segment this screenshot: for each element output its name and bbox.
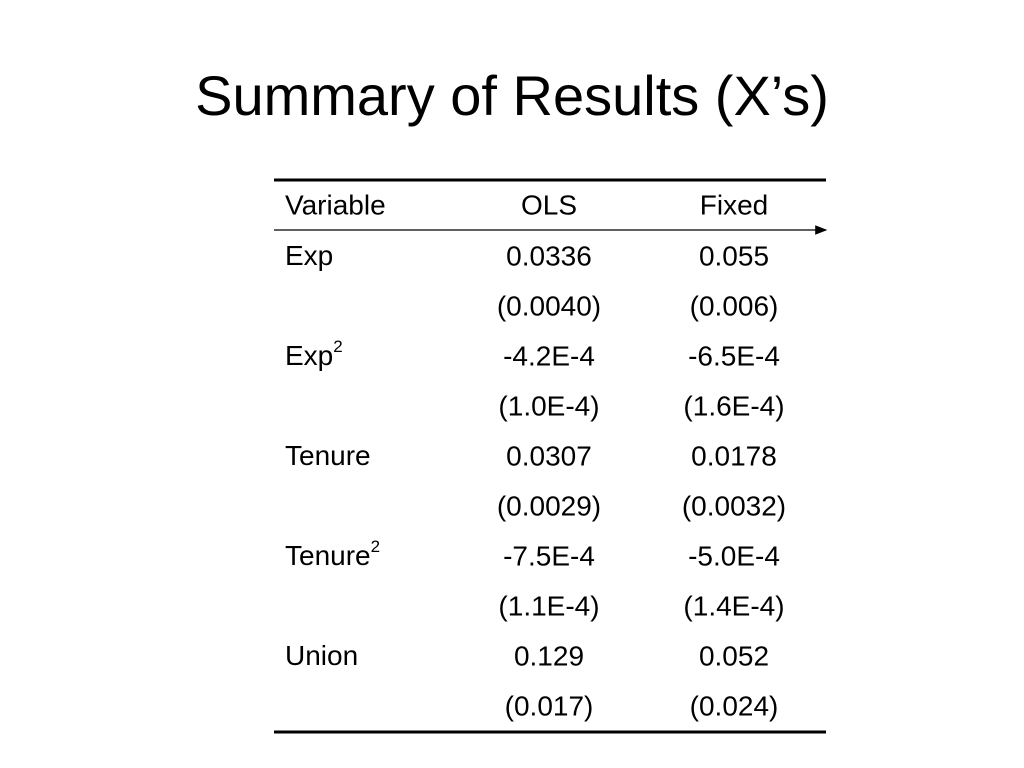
fixed-se: (0.0032) <box>682 490 786 521</box>
variable-name: Tenure <box>285 540 371 571</box>
variable-cell: Union <box>285 640 358 671</box>
fixed-se: (0.006) <box>690 290 779 321</box>
fixed-coef: 0.055 <box>699 240 769 271</box>
fixed-se: (0.024) <box>690 690 779 721</box>
superscript: 2 <box>333 337 342 356</box>
superscript: 2 <box>371 537 380 556</box>
variable-name: Union <box>285 640 358 671</box>
fixed-coef: 0.0178 <box>691 440 777 471</box>
ols-coef: -4.2E-4 <box>503 340 595 371</box>
fixed-se: (1.6E-4) <box>683 390 784 421</box>
ols-se: (1.0E-4) <box>498 390 599 421</box>
variable-cell: Tenure2 <box>285 537 380 571</box>
header-cell: Variable <box>285 189 386 220</box>
header-cell: OLS <box>521 189 577 220</box>
ols-coef: 0.129 <box>514 640 584 671</box>
slide-title: Summary of Results (X’s) <box>195 64 829 127</box>
ols-se: (1.1E-4) <box>498 590 599 621</box>
variable-cell: Exp <box>285 240 333 271</box>
variable-cell: Tenure <box>285 440 371 471</box>
variable-name: Tenure <box>285 440 371 471</box>
fixed-coef: -6.5E-4 <box>688 340 780 371</box>
ols-se: (0.0029) <box>497 490 601 521</box>
variable-cell: Exp2 <box>285 337 343 371</box>
ols-coef: 0.0307 <box>506 440 592 471</box>
ols-coef: -7.5E-4 <box>503 540 595 571</box>
ols-coef: 0.0336 <box>506 240 592 271</box>
header-cell: Fixed <box>700 189 768 220</box>
fixed-se: (1.4E-4) <box>683 590 784 621</box>
variable-name: Exp <box>285 340 333 371</box>
variable-name: Exp <box>285 240 333 271</box>
fixed-coef: -5.0E-4 <box>688 540 780 571</box>
fixed-coef: 0.052 <box>699 640 769 671</box>
ols-se: (0.017) <box>505 690 594 721</box>
ols-se: (0.0040) <box>497 290 601 321</box>
